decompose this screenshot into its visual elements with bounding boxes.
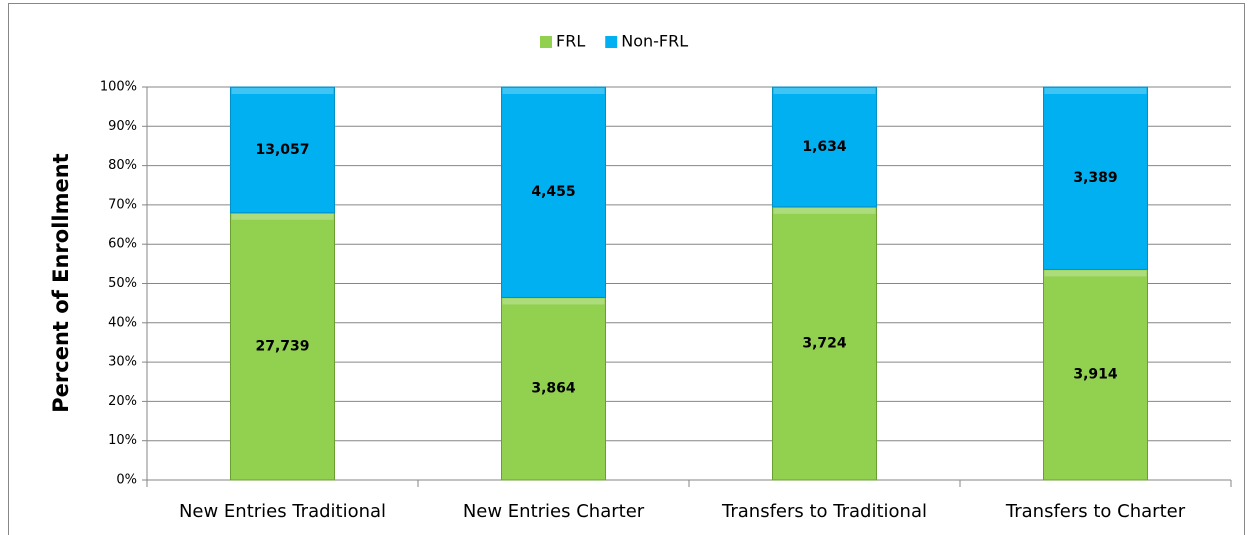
- y-tick-label: 30%: [108, 355, 137, 370]
- bar-segment: [501, 86, 606, 298]
- bar-segment: [1043, 86, 1148, 270]
- bar-segment: [230, 212, 335, 481]
- x-tick-label: New Entries Charter: [463, 501, 645, 522]
- bar-bevel: [773, 88, 876, 94]
- bar-segment: [230, 86, 335, 214]
- data-label: 3,724: [802, 335, 847, 351]
- bar-bevel: [231, 213, 334, 220]
- data-label: 1,634: [802, 139, 847, 155]
- data-label: 27,739: [255, 338, 309, 354]
- legend-swatch: [540, 36, 552, 48]
- x-tick-label: Transfers to Traditional: [721, 501, 927, 522]
- data-label: 13,057: [255, 142, 309, 158]
- bar-bevel: [502, 88, 605, 94]
- y-tick-label: 60%: [108, 237, 137, 252]
- bar-bevel: [231, 88, 334, 94]
- y-tick-label: 10%: [108, 433, 137, 448]
- bar-segment: [1043, 268, 1148, 481]
- y-axis-title: Percent of Enrollment: [49, 153, 73, 412]
- bar-segment: [501, 296, 606, 481]
- x-tick-label: New Entries Traditional: [179, 501, 386, 522]
- data-label: 4,455: [531, 184, 575, 200]
- bar-segment: [772, 206, 877, 481]
- legend-label: Non-FRL: [621, 32, 688, 51]
- y-tick-label: 70%: [108, 197, 137, 212]
- y-tick-label: 20%: [108, 394, 137, 409]
- bar-bevel: [1044, 88, 1147, 94]
- data-label: 3,914: [1073, 367, 1118, 383]
- bar-bevel: [773, 207, 876, 214]
- legend-label: FRL: [556, 32, 585, 51]
- y-tick-label: 0%: [116, 473, 137, 488]
- legend-swatch: [605, 36, 618, 48]
- data-label: 3,864: [531, 381, 576, 397]
- chart-border: [8, 3, 1245, 535]
- y-tick-label: 100%: [100, 80, 137, 95]
- x-tick-label: Transfers to Charter: [1005, 501, 1186, 522]
- y-tick-label: 90%: [108, 119, 137, 134]
- y-tick-label: 80%: [108, 158, 137, 173]
- y-tick-label: 50%: [108, 276, 137, 291]
- bar-bevel: [1044, 270, 1147, 277]
- bar-bevel: [502, 298, 605, 305]
- bar-segment: [772, 86, 877, 208]
- data-label: 3,389: [1073, 170, 1117, 186]
- y-tick-label: 40%: [108, 315, 137, 330]
